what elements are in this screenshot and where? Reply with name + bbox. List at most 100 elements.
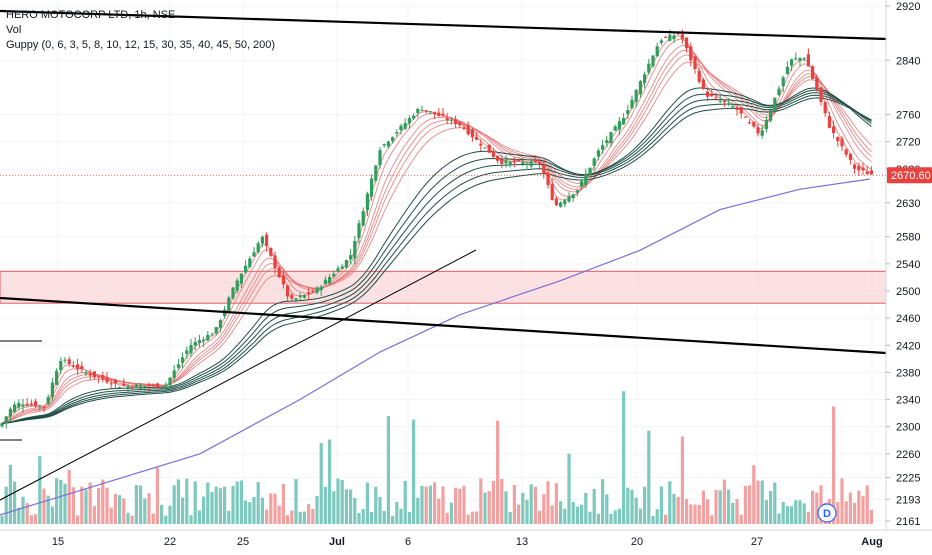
- candle[interactable]: [496, 155, 500, 164]
- candle[interactable]: [273, 251, 277, 274]
- candle[interactable]: [546, 168, 550, 189]
- volume-legend[interactable]: Vol: [6, 24, 22, 36]
- volume-bar[interactable]: [302, 511, 306, 524]
- candle[interactable]: [701, 77, 705, 90]
- volume-bar[interactable]: [281, 483, 285, 524]
- candle[interactable]: [71, 361, 75, 368]
- candle[interactable]: [853, 163, 857, 175]
- candle[interactable]: [848, 152, 852, 165]
- candle[interactable]: [374, 164, 378, 183]
- candle[interactable]: [8, 406, 12, 422]
- candle[interactable]: [563, 198, 567, 208]
- volume-bar[interactable]: [685, 498, 689, 524]
- candle[interactable]: [655, 42, 659, 57]
- candle[interactable]: [865, 165, 869, 175]
- candle[interactable]: [857, 162, 861, 177]
- candle[interactable]: [298, 292, 302, 301]
- volume-bar[interactable]: [743, 486, 747, 524]
- volume-bar[interactable]: [521, 492, 525, 524]
- candle[interactable]: [559, 201, 563, 208]
- volume-bar[interactable]: [113, 493, 117, 524]
- volume-bar[interactable]: [319, 442, 323, 524]
- volume-bar[interactable]: [59, 479, 63, 524]
- candle[interactable]: [206, 330, 210, 342]
- volume-bar[interactable]: [769, 491, 773, 524]
- candle[interactable]: [365, 191, 369, 216]
- candle[interactable]: [118, 386, 122, 389]
- candle[interactable]: [693, 55, 697, 74]
- volume-bar[interactable]: [13, 481, 17, 524]
- candle[interactable]: [281, 270, 285, 289]
- candle[interactable]: [42, 406, 46, 413]
- candle[interactable]: [395, 129, 399, 137]
- candle[interactable]: [798, 57, 802, 67]
- volume-bar[interactable]: [63, 483, 67, 524]
- volume-bar[interactable]: [311, 508, 315, 524]
- candle[interactable]: [512, 157, 516, 168]
- volume-bar[interactable]: [428, 485, 432, 524]
- volume-bar[interactable]: [42, 488, 46, 524]
- volume-bar[interactable]: [529, 484, 533, 524]
- candle[interactable]: [487, 144, 491, 153]
- volume-bar[interactable]: [378, 497, 382, 524]
- volume-bar[interactable]: [34, 514, 38, 524]
- volume-bar[interactable]: [160, 504, 164, 524]
- volume-bar[interactable]: [218, 488, 222, 524]
- volume-bar[interactable]: [168, 505, 172, 524]
- volume-bar[interactable]: [449, 502, 453, 524]
- candle[interactable]: [710, 89, 714, 98]
- volume-bar[interactable]: [710, 515, 714, 524]
- candle[interactable]: [105, 371, 109, 384]
- volume-bar[interactable]: [462, 485, 466, 524]
- volume-bar[interactable]: [332, 491, 336, 524]
- candle[interactable]: [748, 119, 752, 125]
- candle[interactable]: [193, 337, 197, 351]
- candle[interactable]: [575, 189, 579, 197]
- volume-bar[interactable]: [130, 515, 134, 524]
- candle[interactable]: [844, 148, 848, 158]
- candle[interactable]: [739, 106, 743, 119]
- volume-bar[interactable]: [764, 500, 768, 524]
- candle[interactable]: [227, 295, 231, 314]
- volume-bar[interactable]: [815, 492, 819, 524]
- candle[interactable]: [584, 168, 588, 189]
- volume-bar[interactable]: [176, 479, 180, 524]
- volume-bar[interactable]: [689, 504, 693, 524]
- candle[interactable]: [466, 121, 470, 136]
- candle[interactable]: [567, 192, 571, 203]
- volume-bar[interactable]: [206, 482, 210, 524]
- volume-bar[interactable]: [399, 508, 403, 524]
- candle[interactable]: [781, 75, 785, 93]
- candle[interactable]: [323, 276, 327, 285]
- candle[interactable]: [130, 385, 134, 390]
- candle[interactable]: [773, 97, 777, 113]
- volume-bar[interactable]: [869, 509, 873, 524]
- volume-bar[interactable]: [643, 486, 647, 524]
- candle[interactable]: [525, 161, 529, 171]
- candle[interactable]: [214, 326, 218, 336]
- volume-bar[interactable]: [626, 487, 630, 524]
- volume-bar[interactable]: [731, 502, 735, 524]
- candle[interactable]: [172, 364, 176, 382]
- candle[interactable]: [210, 332, 214, 336]
- candle[interactable]: [651, 54, 655, 68]
- candle[interactable]: [647, 58, 651, 75]
- volume-bar[interactable]: [819, 485, 823, 524]
- volume-bar[interactable]: [248, 502, 252, 524]
- candle[interactable]: [286, 284, 290, 301]
- candle[interactable]: [861, 162, 865, 176]
- candle[interactable]: [391, 136, 395, 144]
- volume-bar[interactable]: [4, 486, 8, 524]
- volume-bar[interactable]: [370, 511, 374, 524]
- candle[interactable]: [344, 259, 348, 270]
- candle[interactable]: [479, 138, 483, 151]
- candle[interactable]: [672, 31, 676, 44]
- volume-bar[interactable]: [336, 478, 340, 524]
- candle[interactable]: [785, 61, 789, 75]
- candle[interactable]: [386, 140, 390, 149]
- volume-bar[interactable]: [714, 489, 718, 524]
- volume-bar[interactable]: [861, 496, 865, 524]
- candle[interactable]: [836, 136, 840, 147]
- candle[interactable]: [34, 398, 38, 408]
